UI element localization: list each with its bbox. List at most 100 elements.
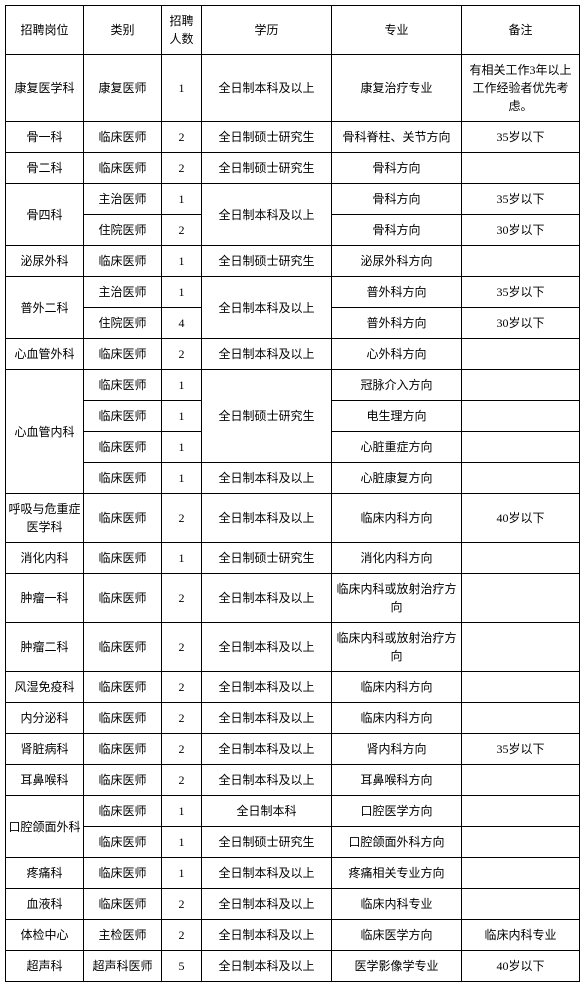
cell-note [462, 339, 580, 370]
cell-count: 2 [162, 703, 202, 734]
table-row: 骨二科 临床医师 2 全日制硕士研究生 骨科方向 [6, 153, 580, 184]
cell-position: 血液科 [6, 889, 84, 920]
table-row: 疼痛科 临床医师 1 全日制本科及以上 疼痛相关专业方向 [6, 858, 580, 889]
cell-category: 临床医师 [84, 339, 162, 370]
cell-count: 2 [162, 889, 202, 920]
table-row: 耳鼻喉科 临床医师 2 全日制本科及以上 耳鼻喉科方向 [6, 765, 580, 796]
cell-major: 临床医学方向 [332, 920, 462, 951]
cell-major: 康复治疗专业 [332, 55, 462, 122]
cell-category: 临床医师 [84, 672, 162, 703]
cell-count: 1 [162, 432, 202, 463]
cell-major: 骨科方向 [332, 184, 462, 215]
header-major: 专业 [332, 6, 462, 55]
cell-major: 耳鼻喉科方向 [332, 765, 462, 796]
cell-major: 临床内科方向 [332, 672, 462, 703]
cell-note [462, 246, 580, 277]
cell-note: 临床内科专业 [462, 920, 580, 951]
cell-position: 呼吸与危重症医学科 [6, 494, 84, 543]
cell-category: 住院医师 [84, 308, 162, 339]
cell-major: 心脏康复方向 [332, 463, 462, 494]
cell-major: 冠脉介入方向 [332, 370, 462, 401]
cell-position: 康复医学科 [6, 55, 84, 122]
cell-education: 全日制硕士研究生 [202, 122, 332, 153]
cell-position: 普外二科 [6, 277, 84, 339]
cell-count: 5 [162, 951, 202, 982]
cell-category: 临床医师 [84, 153, 162, 184]
cell-note [462, 889, 580, 920]
cell-major: 疼痛相关专业方向 [332, 858, 462, 889]
cell-major: 医学影像学专业 [332, 951, 462, 982]
cell-note [462, 796, 580, 827]
cell-education: 全日制本科及以上 [202, 55, 332, 122]
cell-education: 全日制本科及以上 [202, 463, 332, 494]
cell-category: 临床医师 [84, 494, 162, 543]
cell-count: 1 [162, 246, 202, 277]
cell-education: 全日制硕士研究生 [202, 827, 332, 858]
cell-note: 40岁以下 [462, 494, 580, 543]
table-row: 泌尿外科 临床医师 1 全日制硕士研究生 泌尿外科方向 [6, 246, 580, 277]
table-row: 心血管内科 临床医师 1 全日制硕士研究生 冠脉介入方向 [6, 370, 580, 401]
cell-education: 全日制硕士研究生 [202, 246, 332, 277]
cell-major: 骨科脊柱、关节方向 [332, 122, 462, 153]
cell-count: 2 [162, 920, 202, 951]
cell-education: 全日制本科及以上 [202, 734, 332, 765]
cell-category: 临床医师 [84, 796, 162, 827]
cell-major: 普外科方向 [332, 308, 462, 339]
table-row: 内分泌科 临床医师 2 全日制本科及以上 临床内科方向 [6, 703, 580, 734]
table-row: 呼吸与危重症医学科 临床医师 2 全日制本科及以上 临床内科方向 40岁以下 [6, 494, 580, 543]
table-row: 口腔颌面外科 临床医师 1 全日制本科 口腔医学方向 [6, 796, 580, 827]
cell-position: 超声科 [6, 951, 84, 982]
cell-category: 住院医师 [84, 215, 162, 246]
cell-major: 泌尿外科方向 [332, 246, 462, 277]
table-row: 血液科 临床医师 2 全日制本科及以上 临床内科专业 [6, 889, 580, 920]
cell-note [462, 153, 580, 184]
table-row: 普外二科 主治医师 1 全日制本科及以上 普外科方向 35岁以下 [6, 277, 580, 308]
cell-category: 临床医师 [84, 623, 162, 672]
cell-count: 2 [162, 122, 202, 153]
cell-count: 1 [162, 401, 202, 432]
recruitment-table: 招聘岗位 类别 招聘人数 学历 专业 备注 康复医学科 康复医师 1 全日制本科… [5, 5, 580, 982]
cell-note: 40岁以下 [462, 951, 580, 982]
cell-note: 35岁以下 [462, 184, 580, 215]
cell-education: 全日制本科及以上 [202, 858, 332, 889]
cell-category: 临床医师 [84, 370, 162, 401]
cell-category: 临床医师 [84, 703, 162, 734]
cell-count: 4 [162, 308, 202, 339]
cell-count: 1 [162, 827, 202, 858]
table-row: 临床医师 1 全日制本科及以上 心脏康复方向 [6, 463, 580, 494]
cell-count: 2 [162, 339, 202, 370]
cell-education: 全日制本科及以上 [202, 920, 332, 951]
cell-major: 电生理方向 [332, 401, 462, 432]
cell-note: 35岁以下 [462, 277, 580, 308]
cell-position: 消化内科 [6, 543, 84, 574]
cell-count: 1 [162, 463, 202, 494]
cell-note [462, 543, 580, 574]
cell-position: 泌尿外科 [6, 246, 84, 277]
cell-count: 1 [162, 858, 202, 889]
cell-count: 1 [162, 543, 202, 574]
cell-education: 全日制硕士研究生 [202, 543, 332, 574]
cell-major: 临床内科方向 [332, 703, 462, 734]
cell-note [462, 463, 580, 494]
table-row: 骨一科 临床医师 2 全日制硕士研究生 骨科脊柱、关节方向 35岁以下 [6, 122, 580, 153]
cell-category: 临床医师 [84, 889, 162, 920]
cell-note: 有相关工作3年以上工作经验者优先考虑。 [462, 55, 580, 122]
cell-major: 骨科方向 [332, 153, 462, 184]
cell-count: 2 [162, 574, 202, 623]
cell-education: 全日制硕士研究生 [202, 370, 332, 463]
header-note: 备注 [462, 6, 580, 55]
cell-category: 临床医师 [84, 432, 162, 463]
cell-category: 主治医师 [84, 277, 162, 308]
header-education: 学历 [202, 6, 332, 55]
cell-major: 肾内科方向 [332, 734, 462, 765]
cell-major: 临床内科专业 [332, 889, 462, 920]
cell-note [462, 703, 580, 734]
cell-note [462, 432, 580, 463]
cell-note: 30岁以下 [462, 215, 580, 246]
cell-education: 全日制本科及以上 [202, 951, 332, 982]
cell-major: 消化内科方向 [332, 543, 462, 574]
cell-position: 肾脏病科 [6, 734, 84, 765]
cell-major: 心外科方向 [332, 339, 462, 370]
cell-education: 全日制硕士研究生 [202, 153, 332, 184]
cell-major: 临床内科或放射治疗方向 [332, 574, 462, 623]
